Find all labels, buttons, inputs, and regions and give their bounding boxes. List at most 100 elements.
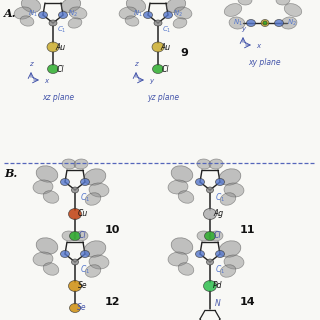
Text: N: N xyxy=(215,300,221,308)
Ellipse shape xyxy=(219,241,241,257)
Text: Au: Au xyxy=(55,43,65,52)
Text: 10: 10 xyxy=(105,225,120,235)
Text: 9: 9 xyxy=(180,48,188,58)
Text: z: z xyxy=(29,61,33,67)
Ellipse shape xyxy=(196,251,204,258)
Ellipse shape xyxy=(153,65,164,74)
Ellipse shape xyxy=(220,265,236,277)
Ellipse shape xyxy=(62,231,76,241)
Ellipse shape xyxy=(204,231,215,241)
Text: y: y xyxy=(149,78,153,84)
Text: 11: 11 xyxy=(240,225,255,235)
Text: Cu: Cu xyxy=(78,210,88,219)
Text: y: y xyxy=(241,26,245,32)
Ellipse shape xyxy=(81,251,90,258)
Ellipse shape xyxy=(220,193,236,205)
Ellipse shape xyxy=(14,7,32,19)
Text: $N_2$: $N_2$ xyxy=(173,9,183,19)
Ellipse shape xyxy=(206,259,213,265)
Ellipse shape xyxy=(178,191,194,203)
Ellipse shape xyxy=(61,0,81,12)
Ellipse shape xyxy=(126,0,146,12)
Ellipse shape xyxy=(36,238,58,254)
Ellipse shape xyxy=(38,12,47,19)
Text: $N_1$: $N_1$ xyxy=(233,18,243,28)
Text: 14: 14 xyxy=(240,297,256,307)
Ellipse shape xyxy=(84,241,106,257)
Ellipse shape xyxy=(204,209,217,220)
Text: $C_1$: $C_1$ xyxy=(80,264,90,276)
Ellipse shape xyxy=(68,18,82,28)
Text: $N_1$: $N_1$ xyxy=(133,9,143,19)
Ellipse shape xyxy=(229,17,245,29)
Ellipse shape xyxy=(164,12,172,19)
Ellipse shape xyxy=(89,183,109,197)
Ellipse shape xyxy=(197,231,211,241)
Ellipse shape xyxy=(209,159,223,169)
Ellipse shape xyxy=(43,191,59,203)
Text: Ag: Ag xyxy=(213,210,223,219)
Ellipse shape xyxy=(275,20,284,27)
Text: Au: Au xyxy=(160,43,170,52)
Ellipse shape xyxy=(166,0,186,12)
Ellipse shape xyxy=(261,20,269,27)
Ellipse shape xyxy=(74,159,88,169)
Ellipse shape xyxy=(206,187,213,193)
Ellipse shape xyxy=(173,18,187,28)
Ellipse shape xyxy=(209,231,223,241)
Ellipse shape xyxy=(224,4,242,16)
Ellipse shape xyxy=(263,21,267,25)
Text: A.: A. xyxy=(4,8,17,19)
Ellipse shape xyxy=(219,169,241,185)
Text: 12: 12 xyxy=(105,297,121,307)
Ellipse shape xyxy=(224,183,244,197)
Text: Cl: Cl xyxy=(56,65,64,74)
Ellipse shape xyxy=(152,42,164,52)
Ellipse shape xyxy=(81,179,90,186)
Ellipse shape xyxy=(33,252,53,266)
Text: z: z xyxy=(134,61,138,67)
Ellipse shape xyxy=(21,0,41,12)
Ellipse shape xyxy=(60,251,69,258)
Text: $C_1$: $C_1$ xyxy=(80,192,90,204)
Ellipse shape xyxy=(62,159,76,169)
Text: $N_2$: $N_2$ xyxy=(287,18,297,28)
Ellipse shape xyxy=(68,281,82,292)
Text: Se: Se xyxy=(77,303,87,313)
Ellipse shape xyxy=(119,7,137,19)
Text: Pd: Pd xyxy=(213,282,223,291)
Ellipse shape xyxy=(196,179,204,186)
Ellipse shape xyxy=(85,265,101,277)
Ellipse shape xyxy=(154,20,162,26)
Ellipse shape xyxy=(168,252,188,266)
Ellipse shape xyxy=(178,263,194,275)
Ellipse shape xyxy=(20,16,34,26)
Text: x: x xyxy=(44,78,48,84)
Ellipse shape xyxy=(215,179,225,186)
Text: xz plane: xz plane xyxy=(42,93,74,102)
Ellipse shape xyxy=(85,193,101,205)
Text: $C_1$: $C_1$ xyxy=(162,25,172,35)
Ellipse shape xyxy=(171,238,193,254)
Ellipse shape xyxy=(71,259,78,265)
Ellipse shape xyxy=(49,20,57,26)
Ellipse shape xyxy=(36,166,58,182)
Text: Cl: Cl xyxy=(161,65,169,74)
Text: yz plane: yz plane xyxy=(147,93,179,102)
Ellipse shape xyxy=(204,281,217,292)
Ellipse shape xyxy=(43,263,59,275)
Ellipse shape xyxy=(69,7,87,19)
Ellipse shape xyxy=(284,4,302,16)
Ellipse shape xyxy=(197,159,211,169)
Ellipse shape xyxy=(60,179,69,186)
Ellipse shape xyxy=(281,17,297,29)
Text: $C_1$: $C_1$ xyxy=(215,192,225,204)
Ellipse shape xyxy=(276,0,290,5)
Ellipse shape xyxy=(74,231,88,241)
Text: $C_1$: $C_1$ xyxy=(215,264,225,276)
Ellipse shape xyxy=(33,180,53,194)
Ellipse shape xyxy=(238,0,252,5)
Ellipse shape xyxy=(89,255,109,269)
Text: Se: Se xyxy=(78,282,88,291)
Ellipse shape xyxy=(68,209,82,220)
